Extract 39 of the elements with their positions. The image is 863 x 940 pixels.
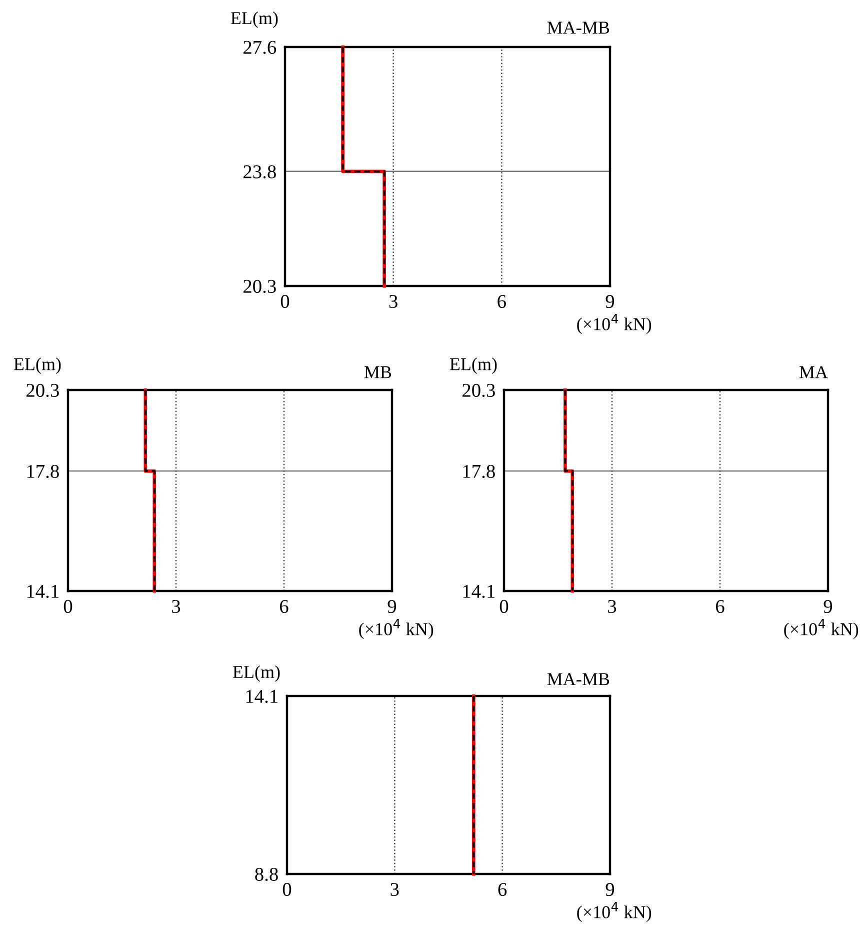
y-axis-title: EL(m) bbox=[230, 12, 278, 28]
y-axis-title: EL(m) bbox=[14, 358, 61, 374]
y-tick-label: 14.1 bbox=[463, 584, 494, 598]
x-axis-title: (×10$^{4}$ kN) bbox=[359, 619, 434, 639]
chart-title: MA bbox=[799, 366, 828, 378]
x-tick-label: 9 bbox=[388, 600, 396, 614]
x-tick-label: 9 bbox=[824, 600, 832, 614]
y-axis-title: EL(m) bbox=[232, 665, 280, 682]
x-axis-title: (×10$^{4}$ kN) bbox=[784, 619, 858, 639]
x-tick-label: 6 bbox=[498, 294, 506, 308]
y-tick-label: 20.3 bbox=[462, 384, 495, 398]
x-tick-label: 6 bbox=[280, 600, 288, 614]
y-tick-label: 20.3 bbox=[26, 384, 59, 398]
x-tick-label: 9 bbox=[606, 882, 614, 896]
chart-title: MA-MB bbox=[547, 22, 610, 34]
x-tick-label: 6 bbox=[716, 600, 724, 614]
y-axis-title: EL(m) bbox=[450, 358, 497, 374]
x-tick-label: 3 bbox=[172, 600, 180, 614]
y-tick-label: 14.1 bbox=[246, 690, 278, 704]
y-tick-label: 17.8 bbox=[463, 464, 495, 478]
x-tick-label: 0 bbox=[64, 600, 72, 614]
y-tick-label: 27.6 bbox=[243, 40, 276, 54]
y-tick-label: 8.8 bbox=[255, 868, 278, 882]
x-tick-label: 3 bbox=[390, 882, 399, 896]
x-axis-title: (×10$^{4}$ kN) bbox=[577, 902, 652, 922]
y-tick-label: 23.8 bbox=[243, 165, 276, 178]
x-tick-label: 3 bbox=[608, 600, 616, 614]
x-axis-title: (×10$^{4}$ kN) bbox=[577, 314, 652, 334]
x-tick-label: 0 bbox=[500, 600, 508, 614]
y-tick-label: 20.3 bbox=[243, 280, 276, 294]
x-tick-label: 0 bbox=[282, 882, 292, 896]
y-tick-label: 17.8 bbox=[27, 464, 59, 478]
x-tick-label: 6 bbox=[498, 882, 507, 896]
x-tick-label: 9 bbox=[606, 294, 614, 308]
x-tick-label: 0 bbox=[280, 294, 290, 308]
x-tick-label: 3 bbox=[389, 294, 398, 308]
y-tick-label: 14.1 bbox=[27, 584, 58, 598]
chart-title: MB bbox=[364, 366, 392, 378]
chart-title: MA-MB bbox=[547, 673, 610, 686]
